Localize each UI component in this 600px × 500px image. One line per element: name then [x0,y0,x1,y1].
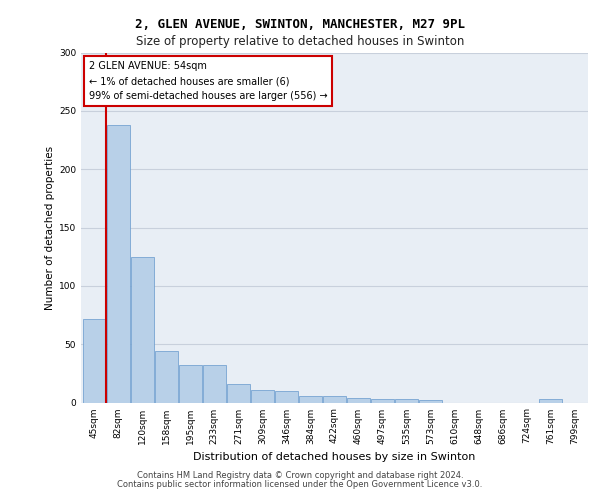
Bar [299,396,322,402]
Text: 2, GLEN AVENUE, SWINTON, MANCHESTER, M27 9PL: 2, GLEN AVENUE, SWINTON, MANCHESTER, M27… [135,18,465,30]
Bar [395,399,418,402]
Bar [251,390,274,402]
Text: Contains public sector information licensed under the Open Government Licence v3: Contains public sector information licen… [118,480,482,489]
Bar [419,400,442,402]
Bar [203,365,226,403]
Y-axis label: Number of detached properties: Number of detached properties [45,146,55,310]
Bar [131,256,154,402]
Text: 2 GLEN AVENUE: 54sqm
← 1% of detached houses are smaller (6)
99% of semi-detache: 2 GLEN AVENUE: 54sqm ← 1% of detached ho… [89,61,327,101]
Text: Contains HM Land Registry data © Crown copyright and database right 2024.: Contains HM Land Registry data © Crown c… [137,471,463,480]
Bar [539,399,562,402]
Bar [347,398,370,402]
Bar [227,384,250,402]
Bar [107,125,130,402]
Bar [371,399,394,402]
Bar [323,396,346,402]
Text: Size of property relative to detached houses in Swinton: Size of property relative to detached ho… [136,35,464,48]
Bar [83,318,106,402]
Bar [275,391,298,402]
Bar [155,351,178,403]
X-axis label: Distribution of detached houses by size in Swinton: Distribution of detached houses by size … [193,452,476,462]
Bar [179,365,202,403]
